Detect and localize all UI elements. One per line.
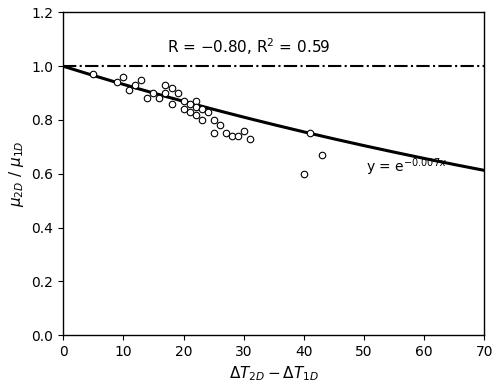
Point bbox=[186, 109, 194, 115]
Point bbox=[114, 79, 122, 85]
Text: R = $-$0.80, R$^2$ = 0.59: R = $-$0.80, R$^2$ = 0.59 bbox=[166, 37, 330, 57]
Point bbox=[162, 82, 170, 88]
Point bbox=[120, 74, 128, 80]
Point bbox=[174, 90, 182, 96]
Y-axis label: $\mu_{2D}\ /\ \mu_{1D}$: $\mu_{2D}\ /\ \mu_{1D}$ bbox=[7, 140, 26, 207]
Point bbox=[210, 117, 218, 123]
Point bbox=[180, 98, 188, 104]
Point bbox=[144, 96, 152, 102]
Point bbox=[180, 106, 188, 112]
Point bbox=[162, 90, 170, 96]
Point bbox=[198, 106, 205, 112]
Point bbox=[204, 109, 212, 115]
Point bbox=[126, 87, 134, 94]
Point bbox=[90, 71, 98, 77]
X-axis label: $\Delta T_{2D} - \Delta T_{1D}$: $\Delta T_{2D} - \Delta T_{1D}$ bbox=[228, 364, 319, 383]
Point bbox=[210, 130, 218, 136]
Point bbox=[132, 82, 140, 88]
Point bbox=[150, 90, 158, 96]
Point bbox=[192, 103, 200, 110]
Point bbox=[300, 171, 308, 177]
Point bbox=[228, 133, 235, 139]
Point bbox=[192, 112, 200, 118]
Text: y = e$^{-0.007x}$: y = e$^{-0.007x}$ bbox=[366, 156, 448, 178]
Point bbox=[234, 133, 241, 139]
Point bbox=[216, 122, 224, 128]
Point bbox=[168, 85, 175, 91]
Point bbox=[240, 128, 248, 134]
Point bbox=[138, 76, 145, 83]
Point bbox=[318, 152, 326, 158]
Point bbox=[168, 101, 175, 107]
Point bbox=[306, 130, 314, 136]
Point bbox=[198, 117, 205, 123]
Point bbox=[186, 101, 194, 107]
Point bbox=[222, 130, 230, 136]
Point bbox=[156, 96, 164, 102]
Point bbox=[192, 98, 200, 104]
Point bbox=[246, 136, 254, 142]
